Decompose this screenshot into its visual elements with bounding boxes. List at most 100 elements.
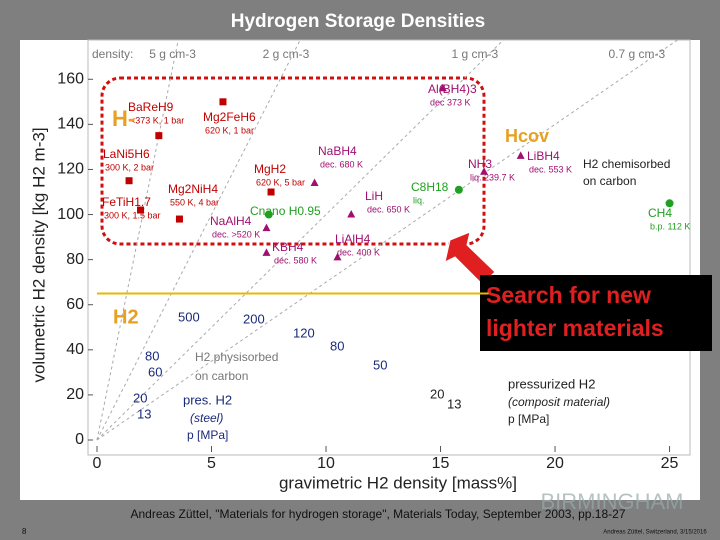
footer: Andreas Züttel, Switzerland, 3/15/2016 xyxy=(603,530,707,536)
annotation: 80 xyxy=(330,338,344,353)
point-note: dec. 400 K xyxy=(337,247,380,257)
annotation: H- xyxy=(112,106,135,131)
annotation: on carbon xyxy=(583,174,636,188)
annotation: 120 xyxy=(293,325,315,340)
x-tick-label: 0 xyxy=(93,455,102,472)
density-label: density: xyxy=(92,47,133,61)
point-label: BaReH9 xyxy=(128,100,174,114)
point-label: NaBH4 xyxy=(318,144,357,158)
point xyxy=(310,178,319,186)
point-label: Al(BH4)3 xyxy=(428,82,477,96)
point-label: LiBH4 xyxy=(527,149,560,163)
point xyxy=(480,167,489,175)
y-tick-label: 140 xyxy=(57,116,84,133)
point-label: KBH4 xyxy=(272,240,304,254)
point xyxy=(125,177,133,185)
point-note: dec. 580 K xyxy=(274,255,317,265)
point xyxy=(219,98,227,106)
annotation: 13 xyxy=(137,406,151,421)
y-tick-label: 80 xyxy=(66,251,84,268)
point-note: 300 K, 2 bar xyxy=(105,162,154,172)
annotation: H2 chemisorbed xyxy=(583,157,670,171)
y-tick-label: 120 xyxy=(57,161,84,178)
point xyxy=(267,188,275,196)
annotation: 60 xyxy=(148,364,162,379)
annotation: 500 xyxy=(178,309,200,324)
annotation: 20 xyxy=(133,390,147,405)
point-note: 620 K, 1 bar xyxy=(205,125,254,135)
point-note: dec. 553 K xyxy=(529,164,572,174)
title: Hydrogen Storage Densities xyxy=(231,11,485,32)
point xyxy=(438,83,447,92)
callout-text: Search for new xyxy=(486,282,651,308)
citation: Andreas Züttel, "Materials for hydrogen … xyxy=(130,507,625,521)
x-tick-label: 20 xyxy=(546,455,564,472)
density-tick-label: 2 g cm-3 xyxy=(263,47,310,61)
annotation: pres. H2 xyxy=(183,392,232,407)
point xyxy=(262,223,271,232)
x-tick-label: 5 xyxy=(207,455,216,472)
point-note: 300 K, 1.5 bar xyxy=(104,210,161,220)
point-label: LaNi5H6 xyxy=(103,147,150,161)
point xyxy=(137,206,145,214)
watermark: BIRMINGHAM xyxy=(541,489,684,514)
point xyxy=(665,199,674,208)
density-line xyxy=(96,40,505,441)
annotation: on carbon xyxy=(195,369,248,383)
annotation: 80 xyxy=(145,348,159,363)
point xyxy=(347,210,356,218)
y-tick-label: 20 xyxy=(66,386,84,403)
point-label: LiAlH4 xyxy=(335,232,371,246)
point-label: C8H18 xyxy=(411,180,449,194)
annotation: (composit material) xyxy=(508,395,610,409)
plot-area xyxy=(96,40,679,441)
point-note: 550 K, 4 bar xyxy=(170,197,219,207)
point-label: NH3 xyxy=(468,157,492,171)
x-axis-label: gravimetric H2 density [mass%] xyxy=(279,473,517,492)
density-line xyxy=(96,40,679,441)
density-tick-label: 1 g cm-3 xyxy=(452,47,499,61)
plot-frame xyxy=(87,39,691,456)
point-label: Cnano H0.95 xyxy=(250,204,321,218)
point xyxy=(262,248,271,256)
point-note: liq. xyxy=(413,195,425,205)
annotation: 20 xyxy=(430,386,444,401)
y-tick-label: 100 xyxy=(57,206,84,223)
point-label: MgH2 xyxy=(254,162,286,176)
point xyxy=(175,215,183,223)
point xyxy=(264,210,273,219)
annotation: H2 physisorbed xyxy=(195,350,278,364)
point-note: dec. 650 K xyxy=(367,204,410,214)
point-note: 620 K, 5 bar xyxy=(256,177,305,187)
annotation: p [MPa] xyxy=(187,428,228,442)
annotation: (steel) xyxy=(190,411,223,425)
point-note: b.p. 112 K xyxy=(650,221,690,231)
y-tick-label: 0 xyxy=(75,431,84,448)
y-tick-label: 60 xyxy=(66,296,84,313)
point-label: NaAlH4 xyxy=(210,214,252,228)
point-note: dec. >520 K xyxy=(212,229,260,239)
point-label: Mg2NiH4 xyxy=(168,182,218,196)
chart-panel xyxy=(20,40,700,500)
point-note: liq. 239.7 K xyxy=(470,172,515,182)
y-axis-label: volumetric H2 density [kg H2 m-3] xyxy=(29,127,48,382)
annotation: 200 xyxy=(243,311,265,326)
point-label: Mg2FeH6 xyxy=(203,110,256,124)
annotation: 50 xyxy=(373,357,387,372)
annotation: 13 xyxy=(447,396,461,411)
point-note: <373 K, 1 bar xyxy=(130,115,184,125)
y-tick-label: 40 xyxy=(66,341,84,358)
point xyxy=(516,151,525,159)
point-label: CH4 xyxy=(648,206,672,220)
point-label: LiH xyxy=(365,189,383,203)
annotation: pressurized H2 xyxy=(508,376,595,391)
x-tick-label: 25 xyxy=(661,455,679,472)
callout-text: lighter materials xyxy=(486,315,664,341)
density-tick-label: 0.7 g cm-3 xyxy=(608,47,665,61)
point-label: FeTiH1.7 xyxy=(102,195,151,209)
point xyxy=(155,132,163,140)
x-tick-label: 10 xyxy=(317,455,335,472)
x-tick-label: 15 xyxy=(432,455,450,472)
